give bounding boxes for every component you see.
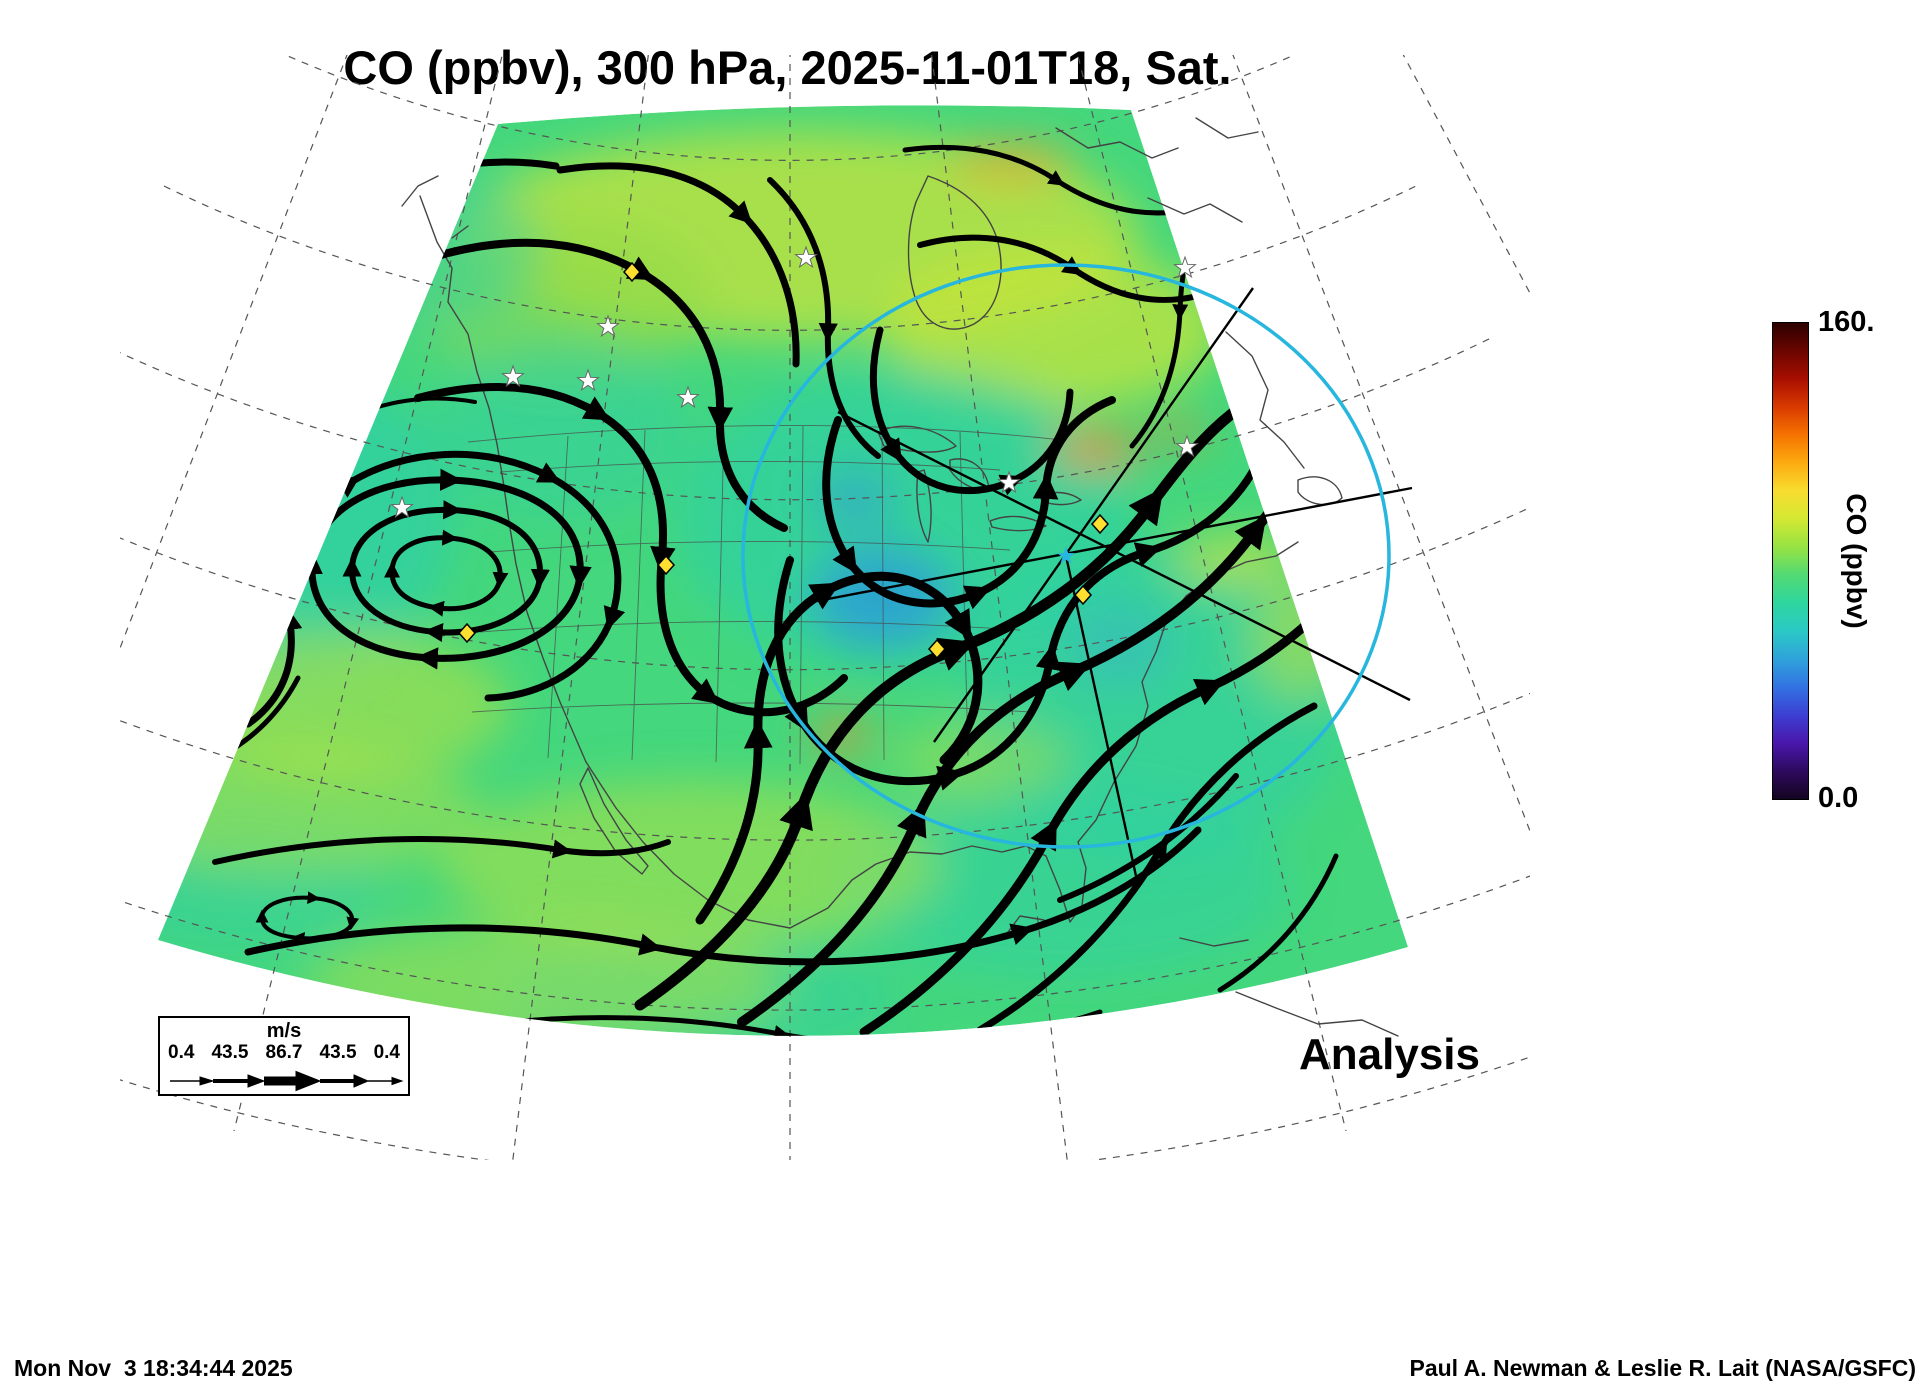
analysis-label: Analysis [1299, 1030, 1480, 1079]
station-markers [457, 261, 1110, 660]
colorbar-max-label: 160. [1818, 306, 1875, 338]
colorbar-axis-label: CO (ppbv) [1841, 493, 1872, 629]
footer-timestamp: Mon Nov 3 18:34:44 2025 [14, 1355, 293, 1381]
footer-credit: Paul A. Newman & Leslie R. Lait (NASA/GS… [1409, 1355, 1916, 1381]
flight-track-lines [811, 287, 1413, 877]
wind-speed-legend: m/s 0.4 43.5 86.7 43.5 0.4 [158, 1016, 410, 1096]
wind-legend-units-label: m/s [266, 1020, 302, 1042]
wind-tick-label-1: 43.5 [211, 1042, 249, 1063]
station-diamond-marker [1090, 513, 1110, 535]
colorbar: 160. 0.0 CO (ppbv) [1772, 306, 1926, 826]
station-diamond-marker [1073, 584, 1093, 606]
wind-tick-label-2: 86.7 [265, 1042, 303, 1063]
station-diamond-marker [927, 638, 947, 660]
wind-tick-label-0: 0.4 [168, 1042, 195, 1063]
figure-title: CO (ppbv), 300 hPa, 2025-11-01T18, Sat. [343, 41, 1232, 94]
wind-tick-label-4: 0.4 [373, 1042, 400, 1063]
wind-arrow-scale-graphic [170, 1070, 404, 1092]
wind-tick-label-3: 43.5 [319, 1042, 357, 1063]
colorbar-min-label: 0.0 [1818, 782, 1859, 814]
station-diamond-marker [656, 554, 676, 576]
station-diamond-marker [457, 622, 477, 644]
range-ring [741, 263, 1391, 849]
station-diamond-marker [622, 261, 642, 283]
wind-legend-ticks: 0.4 43.5 86.7 43.5 0.4 [160, 1042, 408, 1064]
colorbar-gradient [1772, 322, 1809, 800]
